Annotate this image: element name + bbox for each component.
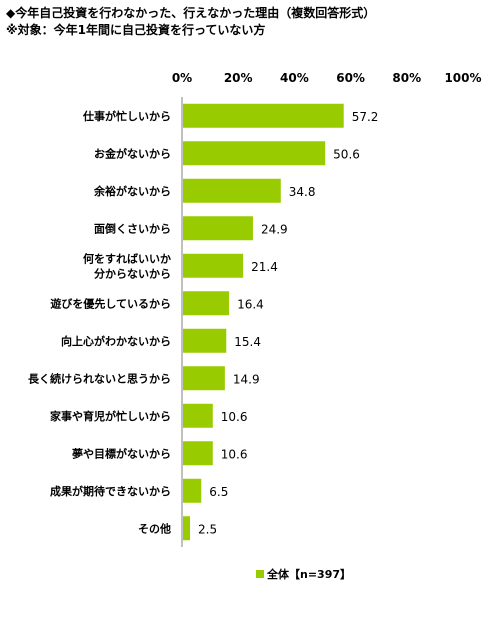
category-label: 分からないから	[94, 266, 171, 280]
category-label: お金がないから	[94, 146, 171, 160]
value-label: 6.5	[209, 485, 228, 499]
value-label: 57.2	[352, 110, 379, 124]
value-label: 21.4	[251, 260, 278, 274]
value-label: 2.5	[198, 522, 217, 536]
category-label: 仕事が忙しいから	[82, 109, 171, 123]
category-label: 遊びを優先しているから	[50, 296, 171, 310]
x-tick-label: 80%	[392, 71, 421, 85]
x-tick-label: 40%	[280, 71, 309, 85]
value-label: 14.9	[233, 372, 260, 386]
x-tick-label: 100%	[444, 71, 481, 85]
x-tick-label: 60%	[336, 71, 365, 85]
bar	[183, 366, 225, 391]
category-label: その他	[138, 521, 171, 535]
value-label: 34.8	[289, 185, 316, 199]
value-label: 10.6	[221, 410, 248, 424]
x-tick-label: 0%	[172, 71, 192, 85]
bar	[183, 328, 227, 353]
category-label: 向上心がわかないから	[61, 334, 171, 348]
bar	[183, 516, 191, 541]
bar	[183, 178, 281, 203]
bar	[183, 291, 230, 316]
bar	[183, 441, 213, 466]
value-label: 24.9	[261, 222, 288, 236]
category-label: 何をすればいいか	[83, 251, 171, 265]
legend-swatch	[256, 570, 264, 578]
value-label: 16.4	[237, 297, 264, 311]
chart-title: ◆今年自己投資を行わなかった、行えなかった理由（複数回答形式）	[6, 6, 376, 20]
category-label: 長く続けられないと思うから	[28, 371, 171, 385]
value-label: 50.6	[333, 147, 360, 161]
value-label: 10.6	[221, 447, 248, 461]
chart-subtitle: ※対象：今年1年間に自己投資を行っていない方	[6, 23, 266, 37]
category-label: 夢や目標がないから	[72, 446, 171, 460]
bar	[183, 478, 202, 503]
bar	[183, 103, 344, 128]
category-label: 家事や育児が忙しいから	[50, 409, 171, 423]
legend-label: 全体【n=397】	[267, 568, 352, 581]
category-label: 面倒くさいから	[94, 221, 171, 235]
category-label: 余裕がないから	[93, 184, 171, 198]
bar	[183, 253, 244, 278]
bar	[183, 216, 253, 241]
bar	[183, 141, 326, 166]
value-label: 15.4	[234, 335, 261, 349]
x-tick-label: 20%	[224, 71, 253, 85]
legend: 全体【n=397】	[256, 566, 351, 582]
bar	[183, 403, 213, 428]
category-label: 成果が期待できないから	[50, 484, 171, 498]
